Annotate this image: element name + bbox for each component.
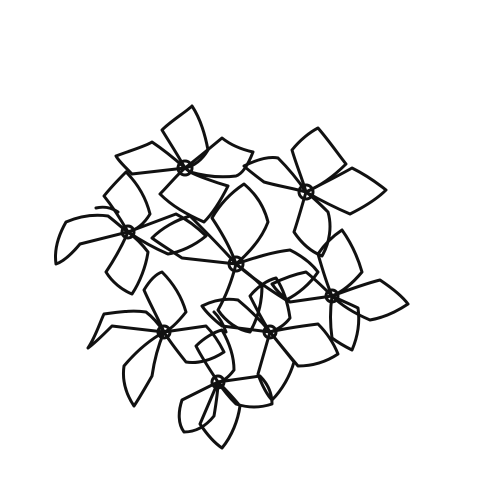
flower-right	[270, 228, 410, 352]
petal	[177, 380, 220, 434]
petal	[102, 170, 152, 234]
petal	[126, 212, 208, 256]
flower-center	[156, 324, 172, 340]
flower-center	[176, 159, 194, 177]
petal-detail-stroke	[94, 205, 120, 214]
flower-top-center	[114, 104, 255, 224]
petal	[104, 230, 150, 296]
flower-center	[120, 224, 136, 240]
petal-detail-stroke	[212, 310, 228, 334]
petal	[304, 166, 388, 216]
flower-center-large	[150, 182, 320, 334]
flower-center	[227, 255, 245, 273]
petal	[316, 228, 364, 298]
petal	[122, 330, 166, 408]
petal	[150, 214, 238, 266]
flower-bottom	[177, 328, 274, 450]
petal	[292, 190, 332, 258]
petal	[162, 324, 226, 364]
petal	[158, 166, 230, 224]
flower-center	[297, 183, 315, 201]
flower-center	[324, 288, 340, 304]
petal	[256, 330, 296, 402]
petal	[86, 309, 166, 350]
petal	[234, 248, 320, 302]
petal	[200, 297, 272, 334]
petal	[114, 140, 187, 176]
petal	[216, 374, 274, 409]
petal	[210, 182, 270, 266]
petal	[242, 156, 308, 194]
petal	[290, 126, 348, 194]
petal	[216, 262, 264, 334]
flower-center	[210, 374, 226, 390]
flower-left	[54, 170, 208, 296]
petal	[248, 276, 292, 334]
petal	[194, 328, 236, 384]
petal	[142, 270, 188, 334]
petal	[183, 136, 255, 179]
petal	[160, 104, 210, 170]
flower-lower-left	[86, 270, 226, 408]
petal	[198, 380, 242, 450]
petal	[270, 270, 334, 304]
flower-top-right	[242, 126, 388, 258]
flower-center	[262, 324, 278, 340]
petal	[329, 294, 361, 352]
petal	[54, 213, 130, 266]
